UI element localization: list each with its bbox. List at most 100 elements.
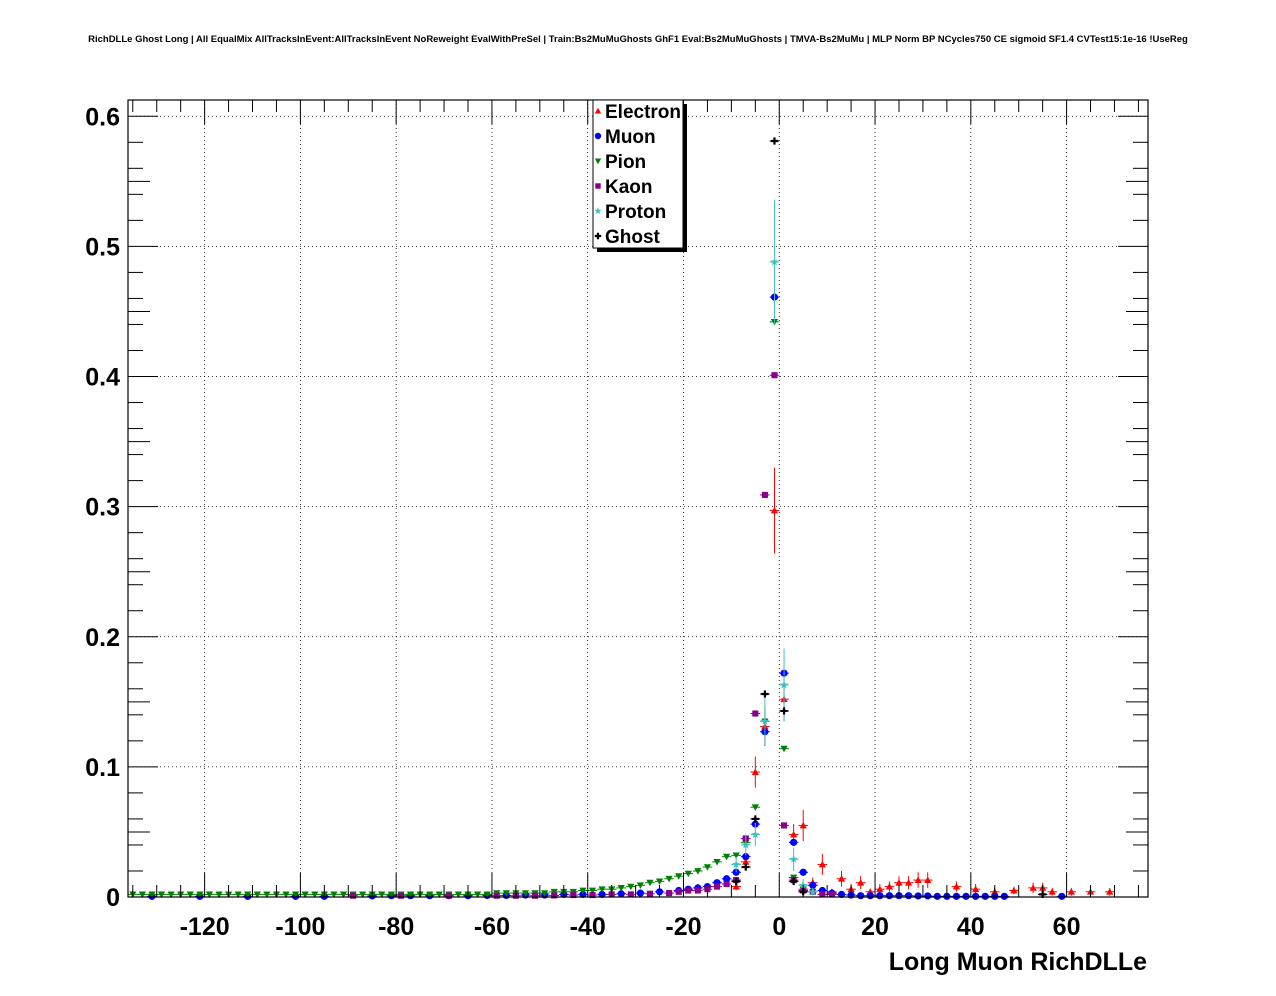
data-point	[741, 840, 750, 849]
series-kaon	[348, 372, 837, 899]
legend-label: Pion	[605, 152, 646, 173]
data-point	[837, 875, 846, 882]
data-point	[196, 891, 204, 898]
data-point	[646, 879, 654, 887]
data-point	[895, 879, 903, 886]
data-point	[588, 887, 597, 895]
data-point	[751, 768, 759, 775]
data-point	[655, 878, 664, 885]
data-point	[454, 891, 463, 898]
data-point	[157, 891, 166, 898]
data-point	[771, 372, 778, 379]
data-point	[570, 891, 577, 899]
data-point	[713, 883, 721, 890]
data-point	[666, 890, 673, 897]
data-point	[742, 858, 750, 865]
data-point	[780, 822, 788, 829]
data-point	[761, 690, 769, 698]
data-point	[594, 132, 602, 140]
data-point	[876, 885, 884, 893]
data-point	[234, 891, 242, 898]
data-point	[694, 887, 701, 894]
data-point	[799, 821, 807, 829]
data-point	[665, 875, 673, 883]
data-point	[742, 853, 750, 861]
data-point	[378, 891, 386, 898]
x-axis-title: Long Muon RichDLLe	[889, 948, 1147, 976]
data-point	[703, 864, 712, 871]
data-point	[598, 890, 606, 898]
x-tick-label: -20	[665, 913, 701, 941]
data-point	[885, 892, 894, 900]
data-point	[646, 890, 654, 897]
data-point	[857, 879, 865, 886]
data-point	[627, 891, 634, 898]
data-point	[819, 891, 826, 898]
x-tick-label: 40	[957, 913, 985, 941]
data-point	[789, 854, 798, 863]
data-point	[483, 891, 491, 898]
data-point	[790, 838, 798, 846]
data-point	[857, 892, 865, 900]
series-pion	[128, 318, 808, 898]
y-tick-label: 0	[106, 884, 120, 912]
y-tick-label: 0.4	[85, 364, 120, 392]
data-point	[1010, 886, 1018, 894]
data-point	[1048, 888, 1056, 895]
legend-entry-proton: Proton	[594, 202, 666, 223]
x-tick-label: -120	[180, 913, 230, 941]
data-point	[751, 804, 759, 811]
x-tick-label: -80	[378, 913, 414, 941]
data-point	[818, 860, 826, 868]
data-point	[598, 886, 606, 893]
data-point	[138, 891, 146, 898]
data-point	[722, 875, 731, 883]
data-point	[866, 892, 874, 900]
legend-label: Ghost	[605, 227, 661, 248]
data-point	[186, 891, 194, 898]
data-point	[579, 887, 587, 895]
data-point	[594, 207, 602, 215]
data-point	[837, 890, 846, 898]
data-point	[809, 881, 817, 889]
y-tick-label: 0.6	[85, 103, 120, 131]
legend-entry-kaon: Kaon	[595, 177, 653, 198]
data-point	[904, 892, 913, 900]
data-point	[761, 491, 768, 498]
data-point	[627, 883, 635, 891]
data-point	[732, 882, 740, 890]
x-tick-label: 0	[772, 913, 786, 941]
data-point	[972, 892, 980, 900]
data-point	[952, 882, 961, 890]
data-point	[617, 890, 625, 898]
data-point	[751, 830, 760, 839]
data-point	[780, 745, 788, 753]
data-point	[914, 892, 922, 900]
data-point	[359, 891, 367, 898]
data-point	[589, 891, 596, 899]
data-point	[636, 882, 644, 889]
data-point	[397, 892, 405, 899]
data-point	[684, 870, 692, 878]
data-point	[790, 877, 798, 885]
data-point	[339, 891, 348, 898]
data-point	[742, 863, 750, 871]
series-muon	[147, 293, 1067, 900]
data-point	[636, 889, 644, 897]
data-point	[350, 892, 357, 899]
data-point	[952, 892, 961, 900]
data-point	[779, 680, 789, 689]
data-point	[962, 892, 970, 900]
data-point	[780, 707, 788, 715]
data-point	[799, 880, 808, 889]
legend-label: Electron	[605, 102, 681, 123]
data-point	[1029, 884, 1037, 891]
data-point	[1106, 888, 1114, 895]
data-point	[330, 891, 338, 898]
legend-entry-ghost: Ghost	[594, 227, 661, 248]
data-point	[426, 891, 434, 898]
data-point	[752, 710, 759, 717]
data-point	[914, 876, 922, 883]
legend-entry-muon: Muon	[594, 127, 656, 148]
legend: Electron Muon Pion Kaon Proton Ghost	[592, 99, 687, 252]
